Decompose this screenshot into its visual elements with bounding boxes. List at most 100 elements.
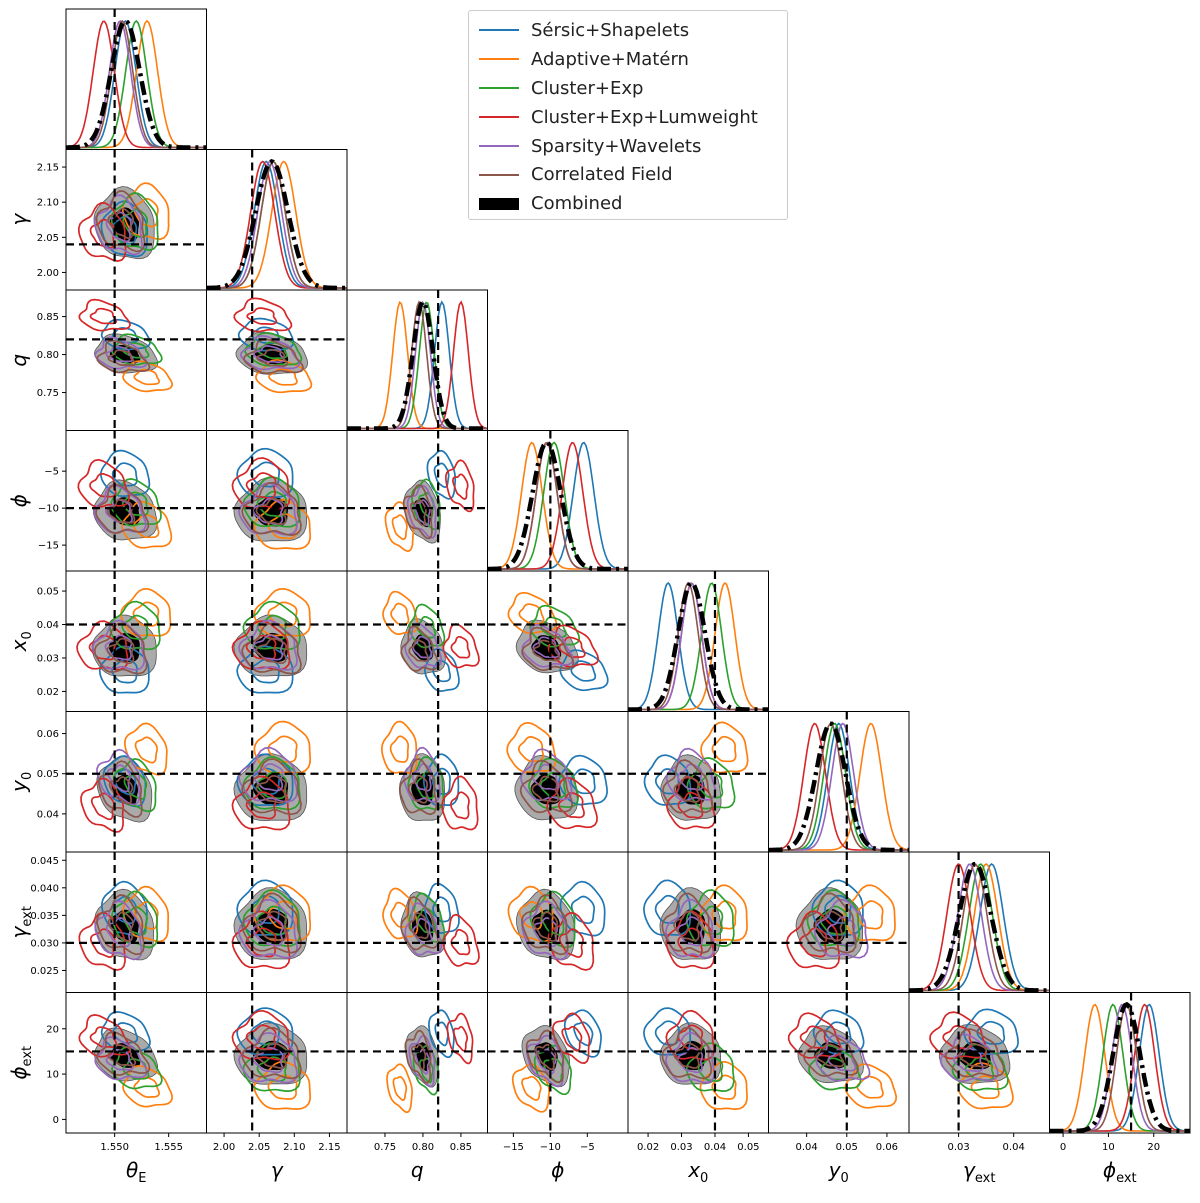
contour-cluster-exp-lumweight bbox=[231, 1009, 291, 1061]
y-tick-label: 0.85 bbox=[37, 312, 59, 323]
contour-correlated-field bbox=[410, 1043, 427, 1071]
contour-s-rsic-shapelets bbox=[101, 880, 148, 937]
panel-content bbox=[66, 9, 207, 150]
contour-adaptive-mat-rn bbox=[970, 1075, 1000, 1100]
contour-sparsity-wavelets bbox=[520, 748, 573, 802]
panel-phi-thetaE: −15 −10 −5 bbox=[38, 430, 207, 572]
legend-label: Correlated Field bbox=[531, 164, 673, 186]
x-axis-label-thetaE: θE bbox=[126, 1158, 146, 1186]
contour-cluster-exp-lumweight bbox=[78, 298, 132, 332]
contour-s-rsic-shapelets bbox=[824, 894, 852, 924]
contour-cluster-exp-lumweight bbox=[787, 1012, 842, 1059]
x-tick-label: −10 bbox=[540, 1142, 561, 1153]
contour-adaptive-mat-rn bbox=[120, 587, 172, 637]
legend-label: Combined bbox=[531, 193, 623, 215]
contour-sparsity-wavelets bbox=[815, 1034, 871, 1082]
panel-gext-q bbox=[346, 851, 488, 993]
contour-correlated-field bbox=[673, 1042, 700, 1069]
panel-content bbox=[909, 852, 1050, 993]
legend-label: Adaptive+Matérn bbox=[531, 48, 689, 70]
contour-correlated-field bbox=[662, 759, 714, 814]
contour-correlated-field bbox=[107, 207, 135, 239]
contour-correlated-field bbox=[408, 912, 429, 940]
panel-content bbox=[206, 711, 347, 852]
y-tick-label: 0.035 bbox=[30, 911, 59, 922]
contour-correlated-field bbox=[673, 775, 701, 803]
x-tick-label: 2.15 bbox=[318, 1142, 340, 1153]
panel-phi-phi bbox=[487, 430, 629, 572]
marginal-curve-sparsity-wavelets bbox=[768, 722, 909, 851]
contour-sparsity-wavelets bbox=[665, 898, 716, 959]
contour-correlated-field bbox=[409, 499, 427, 527]
contour-correlated-field bbox=[532, 911, 559, 942]
x-tick-label: 10 bbox=[1102, 1142, 1115, 1153]
contour-s-rsic-shapelets bbox=[976, 1020, 1006, 1045]
contour-sparsity-wavelets bbox=[238, 1032, 298, 1084]
panel-content bbox=[347, 992, 488, 1133]
panel-content bbox=[206, 149, 347, 290]
contour-sparsity-wavelets bbox=[412, 635, 433, 659]
contour-correlated-field bbox=[519, 759, 573, 814]
contour-correlated-field bbox=[95, 483, 150, 534]
y-tick-label: −10 bbox=[38, 504, 59, 515]
panel-content bbox=[206, 290, 347, 431]
contour-sparsity-wavelets bbox=[952, 1047, 984, 1073]
contour-cluster-exp-lumweight bbox=[799, 927, 828, 958]
x-tick-label: −5 bbox=[580, 1142, 595, 1153]
contour-sparsity-wavelets bbox=[93, 194, 143, 256]
contour-correlated-field bbox=[400, 895, 439, 951]
contour-s-rsic-shapelets bbox=[654, 894, 680, 924]
x-tick-label: 0.85 bbox=[450, 1142, 472, 1153]
marginal-curve-cluster-exp bbox=[768, 722, 909, 851]
marginal-curve-correlated-field bbox=[768, 722, 909, 851]
contour-cluster-exp-lumweight bbox=[786, 910, 841, 970]
legend-label: Sérsic+Shapelets bbox=[531, 19, 690, 41]
contour-adaptive-mat-rn bbox=[507, 591, 558, 635]
marginal-curve-correlated-field bbox=[487, 441, 628, 570]
panel-x0-x0 bbox=[627, 570, 769, 712]
contour-s-rsic-shapelets bbox=[824, 1021, 852, 1045]
contour-s-rsic-shapelets bbox=[559, 649, 609, 692]
contour-cluster-exp-lumweight bbox=[77, 202, 127, 262]
legend-swatch bbox=[479, 58, 519, 61]
contour-sparsity-wavelets bbox=[665, 1032, 716, 1084]
contour-correlated-field bbox=[255, 774, 288, 804]
contour-cluster-exp bbox=[110, 478, 162, 527]
contour-cluster-exp-lumweight bbox=[446, 1012, 474, 1065]
panel-gext-gext bbox=[908, 851, 1050, 993]
contour-sparsity-wavelets bbox=[408, 1034, 436, 1088]
legend-label: Cluster+Exp bbox=[531, 77, 644, 99]
contour-s-rsic-shapelets bbox=[236, 645, 294, 694]
x-tick-label: 0.75 bbox=[374, 1142, 396, 1153]
contour-adaptive-mat-rn bbox=[134, 736, 158, 764]
x-axis-label-y0: y0 bbox=[828, 1158, 849, 1186]
contour-sparsity-wavelets bbox=[252, 763, 284, 792]
contour-cluster-exp-lumweight bbox=[231, 775, 291, 831]
panel-phiext-q: 0.75 0.80 0.85 bbox=[346, 992, 488, 1153]
panel-content bbox=[628, 711, 769, 852]
legend-item-sparsity-wavelets: Sparsity+Wavelets bbox=[479, 132, 777, 161]
contour-adaptive-mat-rn bbox=[267, 601, 298, 627]
contour-correlated-field bbox=[525, 1029, 565, 1084]
legend-item-combined: Combined bbox=[479, 189, 777, 218]
y-tick-label: 0.04 bbox=[37, 620, 59, 631]
contour-adaptive-mat-rn bbox=[382, 590, 419, 635]
y-tick-label: 0.05 bbox=[37, 587, 59, 598]
panel-phi-q bbox=[346, 430, 488, 572]
legend-swatch bbox=[479, 87, 519, 90]
panel-content bbox=[347, 430, 488, 571]
contour-cluster-exp-lumweight bbox=[452, 1025, 469, 1052]
contour-correlated-field bbox=[521, 894, 569, 956]
panel-x0-gamma bbox=[206, 570, 348, 712]
marginal-curve-correlated-field bbox=[66, 19, 207, 149]
y-tick-label: 20 bbox=[46, 1024, 59, 1035]
contour-sparsity-wavelets bbox=[813, 898, 869, 959]
contour-cluster-exp bbox=[418, 491, 435, 519]
contour-correlated-field bbox=[531, 775, 560, 803]
contour-s-rsic-shapelets bbox=[424, 648, 460, 692]
marginal-curve-correlated-field bbox=[347, 300, 488, 430]
x-tick-label: −15 bbox=[503, 1142, 524, 1153]
marginal-curve-s-rsic-shapelets bbox=[628, 581, 769, 711]
panel-content bbox=[628, 992, 769, 1133]
